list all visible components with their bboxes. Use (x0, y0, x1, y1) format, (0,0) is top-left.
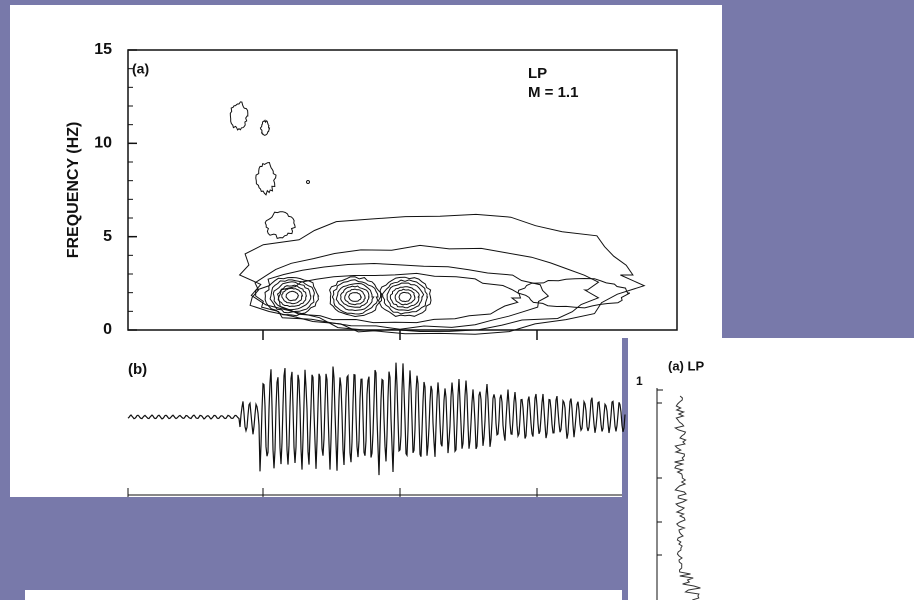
contour (335, 282, 375, 312)
waveform (127, 362, 626, 476)
y-tick-label: 10 (94, 135, 112, 152)
y-axis-label: FREQUENCY (HZ) (65, 122, 82, 259)
contour (344, 288, 366, 306)
contour (281, 287, 304, 305)
contour (386, 282, 425, 312)
contour (377, 276, 432, 317)
contour (276, 284, 308, 308)
contour (394, 288, 416, 306)
y-tick-label: 15 (94, 41, 112, 58)
contour (329, 276, 383, 318)
contour (389, 286, 420, 309)
paper (25, 590, 622, 600)
contour (255, 161, 277, 196)
panel-label: (a) (132, 61, 149, 77)
contour (238, 213, 646, 335)
panel-label: (b) (128, 361, 147, 378)
contour (272, 281, 312, 311)
contour-panel: (a) LP M = 1.1 FREQUENCY (HZ) 0 5 10 15 (65, 41, 678, 340)
contour (348, 292, 363, 302)
contour (306, 180, 310, 184)
contour (264, 276, 320, 317)
waveform-panel: (b) (127, 361, 626, 497)
contour (259, 119, 271, 136)
panel-title: (a) LP (668, 358, 704, 373)
annotation: LP (528, 65, 547, 82)
spectrum-panel: (a) LP 1 (636, 358, 704, 600)
spectrum-trace (673, 395, 701, 600)
paper (628, 338, 914, 600)
y-tick-label: 5 (103, 228, 112, 245)
contour (269, 279, 315, 314)
contour (249, 244, 600, 333)
y-tick-label: 1 (636, 374, 643, 388)
annotation: M = 1.1 (528, 84, 578, 101)
contour (381, 279, 429, 315)
paper (10, 5, 722, 338)
contour (398, 291, 412, 303)
contour (264, 211, 296, 240)
contour (229, 101, 249, 131)
y-tick-label: 0 (103, 321, 112, 338)
contour (340, 285, 370, 308)
contour (331, 279, 379, 315)
contour (285, 290, 300, 302)
contour (255, 262, 549, 330)
contour (517, 277, 631, 309)
contour (277, 272, 522, 324)
